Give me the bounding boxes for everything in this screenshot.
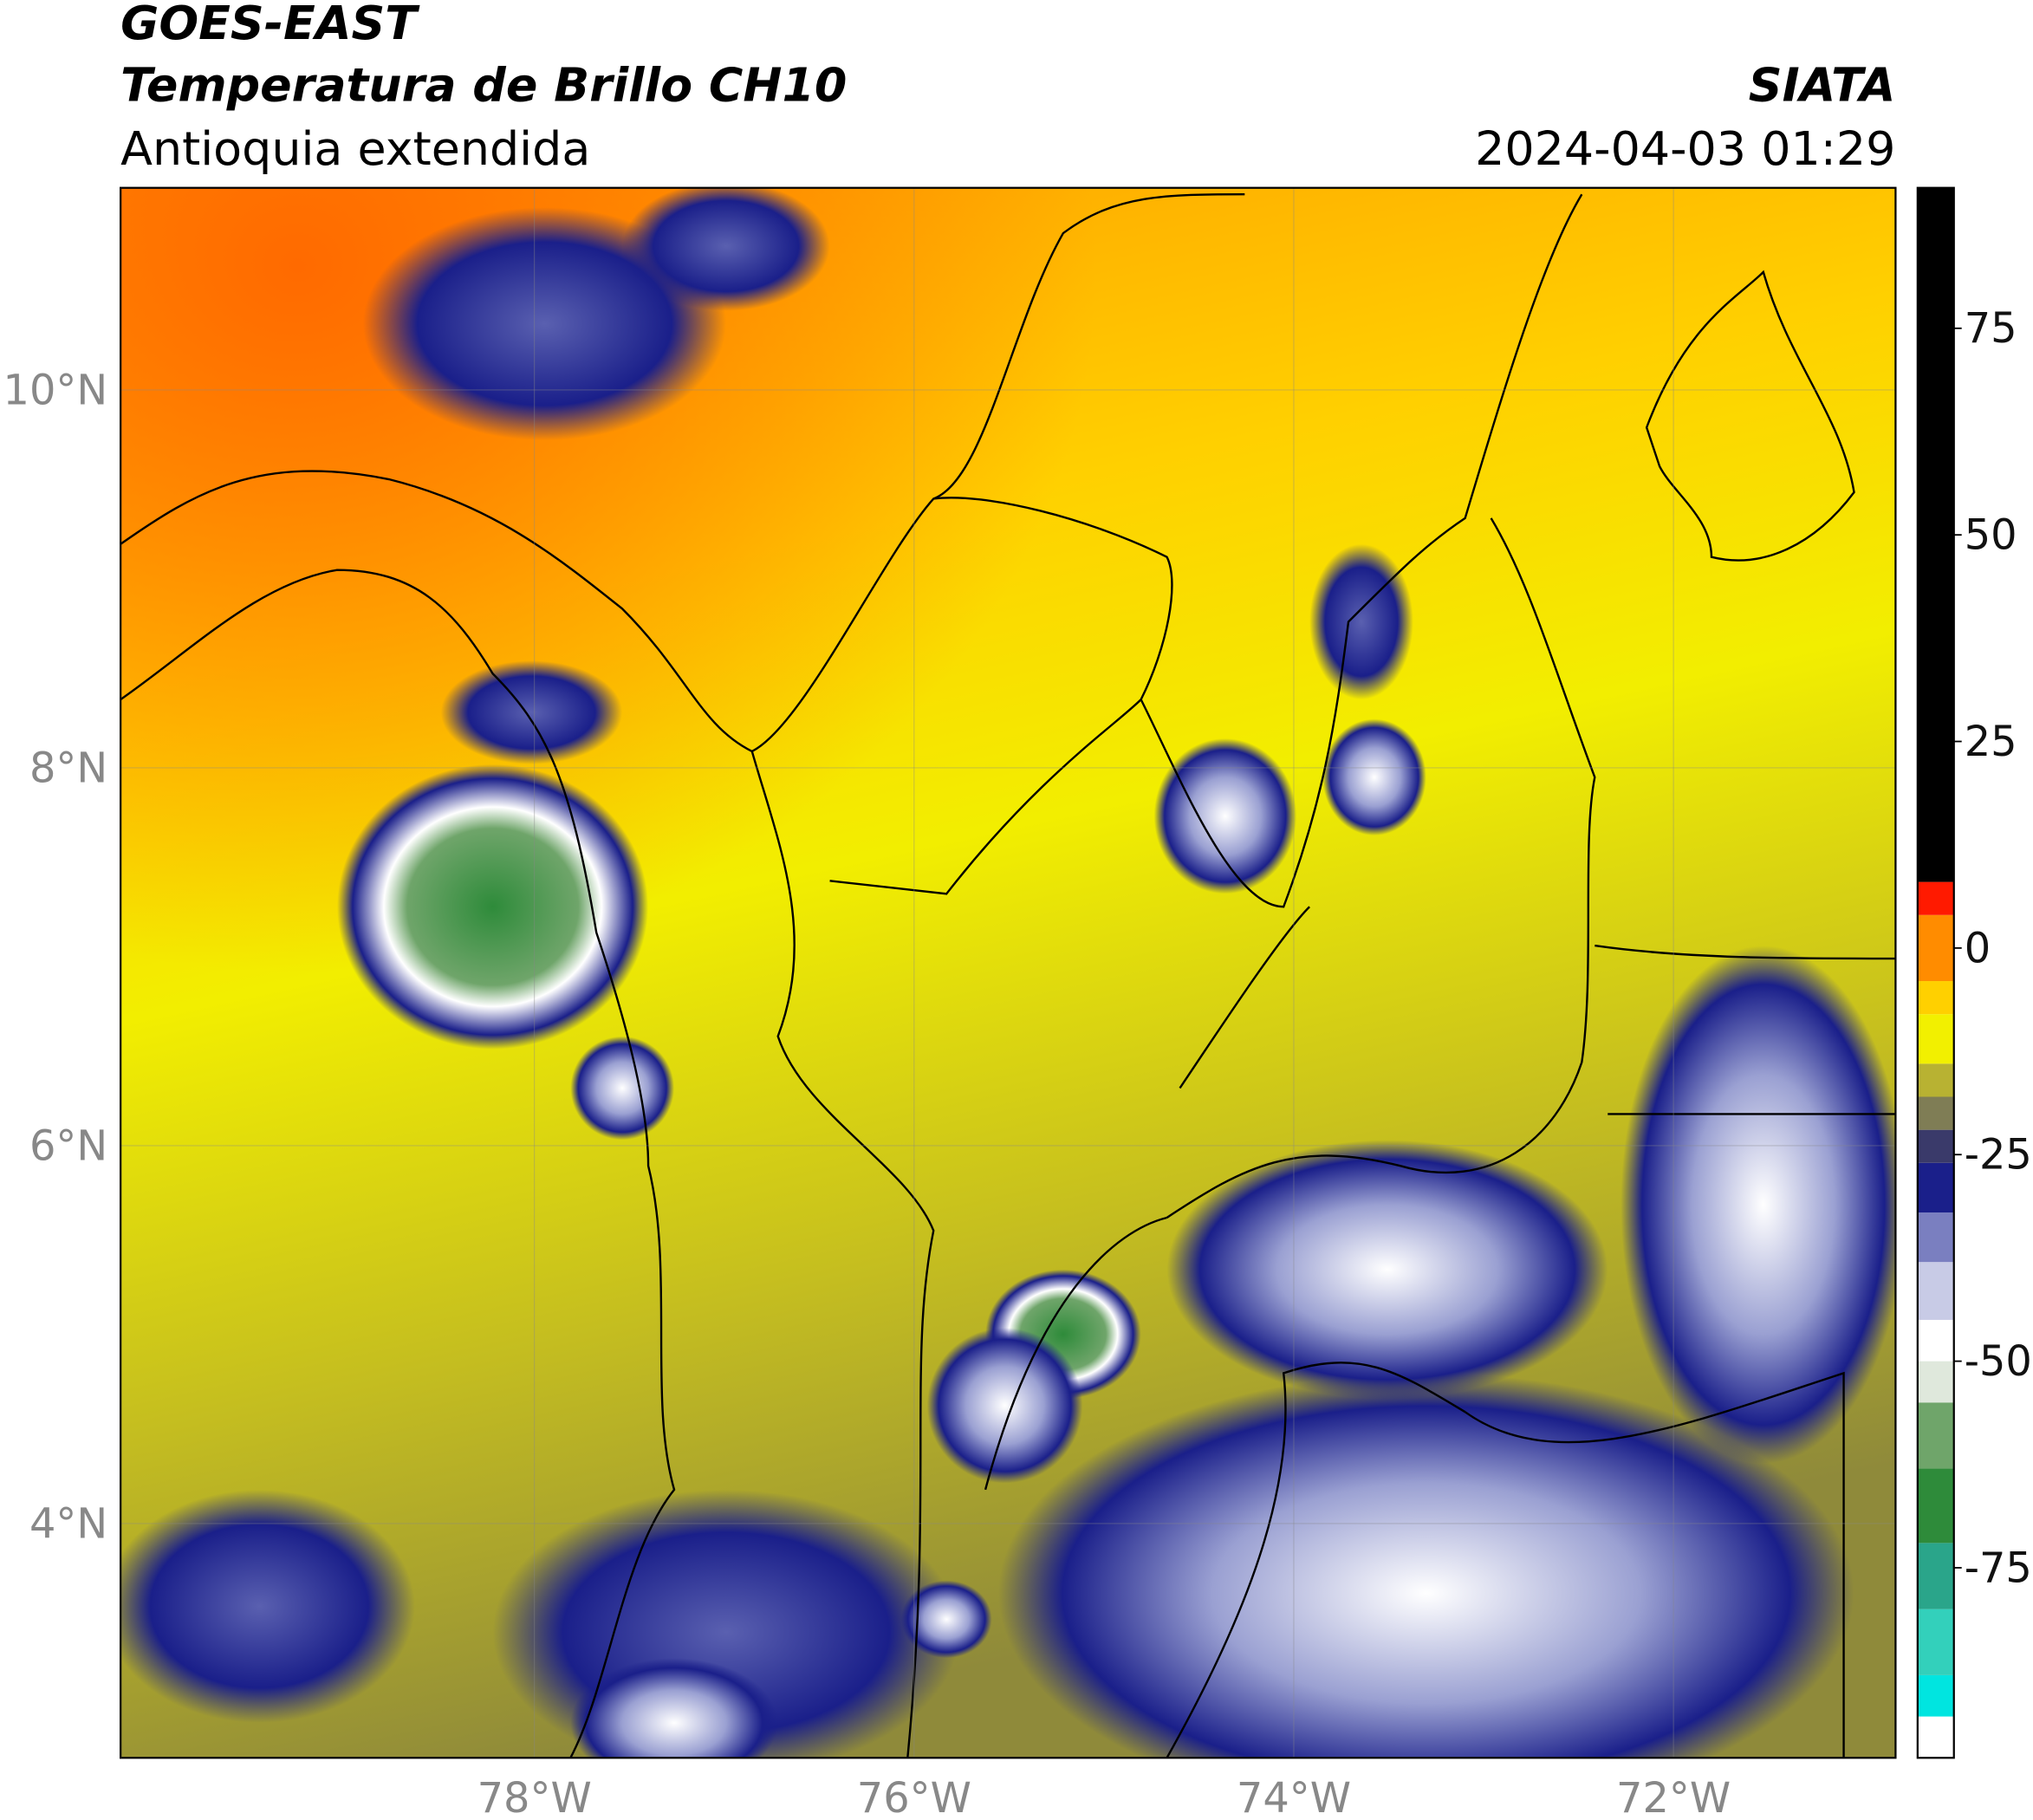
colorbar-band	[1917, 1674, 1954, 1717]
colorbar-band	[1917, 1096, 1954, 1130]
map	[120, 187, 1896, 1758]
colorbar-tick-label: -50	[1965, 1338, 2032, 1386]
colorbar-band	[1917, 1162, 1954, 1212]
colorbar-band	[1917, 187, 1954, 882]
y-tick-label: 8°N	[29, 744, 107, 792]
colorbar-band	[1917, 1262, 1954, 1320]
title: GOES-EAST	[120, 0, 420, 50]
x-tick-label: 76°W	[857, 1775, 971, 1820]
colorbar-tick-label: -25	[1965, 1132, 2032, 1180]
colorbar-band	[1917, 1212, 1954, 1263]
colorbar-frame	[1916, 186, 1955, 1759]
colorbar-band	[1917, 1543, 1954, 1609]
y-tick-label: 6°N	[29, 1122, 107, 1170]
colorbar-tick-label: 0	[1965, 925, 1991, 972]
colorbar-band	[1917, 1716, 1954, 1758]
colorbar-band	[1917, 1014, 1954, 1064]
colorbar-band	[1917, 1402, 1954, 1469]
source: SIATA	[1749, 58, 1896, 113]
colorbar-band	[1917, 1319, 1954, 1362]
region: Antioquia extendida	[120, 121, 590, 176]
borders	[120, 193, 1896, 1758]
clouds	[120, 187, 1896, 1758]
x-tick-label: 74°W	[1237, 1775, 1351, 1820]
colorbar-tick-label: -75	[1965, 1544, 2032, 1592]
colorbar-band	[1917, 881, 1954, 915]
colorbar-band	[1917, 914, 1954, 982]
colorbar-band	[1917, 1063, 1954, 1097]
colorbar-band	[1917, 1468, 1954, 1544]
colorbar-band	[1917, 1129, 1954, 1163]
colorbar-tick-label: 25	[1965, 718, 2017, 766]
colorbar-band	[1917, 1609, 1954, 1675]
colorbar-band	[1917, 1361, 1954, 1403]
x-tick-label: 78°W	[477, 1775, 592, 1820]
y-tick-label: 4°N	[29, 1500, 107, 1548]
x-tick-label: 72°W	[1616, 1775, 1731, 1820]
colorbar-band	[1917, 981, 1954, 1015]
colorbar-tick-label: 75	[1965, 305, 2017, 353]
datetime: 2024-04-03 01:29	[1475, 121, 1895, 176]
colorbar-tick-label: 50	[1965, 512, 2017, 560]
subtitle: Temperatura de Brillo CH10	[120, 58, 847, 113]
y-tick-label: 10°N	[3, 367, 108, 414]
map-frame	[120, 186, 1897, 1759]
